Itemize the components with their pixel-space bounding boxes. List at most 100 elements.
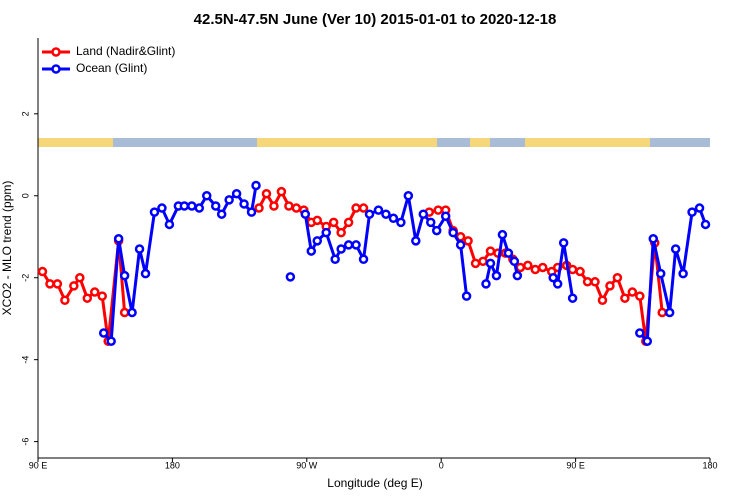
data-point bbox=[648, 234, 659, 244]
legend-marker bbox=[51, 47, 61, 57]
data-point bbox=[664, 307, 675, 318]
data-point bbox=[440, 211, 451, 221]
data-point bbox=[134, 244, 145, 254]
mask-land bbox=[257, 138, 437, 147]
data-point bbox=[69, 281, 79, 291]
data-point bbox=[515, 262, 526, 273]
data-point bbox=[119, 307, 130, 318]
legend-label: Ocean (Glint) bbox=[76, 61, 147, 75]
data-point bbox=[590, 277, 600, 287]
data-point bbox=[187, 201, 197, 211]
data-point bbox=[224, 195, 234, 205]
data-point bbox=[127, 307, 137, 318]
data-point bbox=[552, 279, 563, 289]
data-point bbox=[620, 293, 630, 303]
data-point bbox=[655, 268, 666, 279]
data-point bbox=[113, 234, 124, 244]
y-tick-label: -6 bbox=[20, 438, 30, 446]
data-point bbox=[216, 209, 227, 219]
chart-title: 42.5N-47.5N June (Ver 10) 2015-01-01 to … bbox=[194, 11, 557, 28]
data-point bbox=[396, 217, 406, 228]
x-tick-label: 90 E bbox=[29, 460, 48, 470]
data-point bbox=[530, 264, 541, 275]
data-point bbox=[485, 246, 496, 256]
data-point bbox=[403, 191, 414, 201]
x-tick-label: 180 bbox=[165, 460, 180, 470]
data-point bbox=[558, 238, 569, 248]
data-point bbox=[381, 209, 391, 219]
data-point bbox=[575, 266, 585, 277]
data-point bbox=[463, 236, 473, 246]
data-point bbox=[82, 293, 93, 303]
data-point bbox=[336, 244, 346, 254]
data-point bbox=[470, 258, 481, 269]
data-point bbox=[254, 203, 264, 213]
data-point bbox=[448, 227, 458, 238]
data-point bbox=[343, 217, 354, 228]
data-point bbox=[503, 248, 514, 258]
data-point bbox=[343, 240, 354, 250]
data-point bbox=[657, 307, 667, 318]
data-point bbox=[98, 328, 109, 338]
data-point bbox=[627, 287, 638, 297]
data-point bbox=[567, 293, 578, 303]
data-point bbox=[605, 281, 615, 291]
data-point bbox=[687, 207, 697, 217]
data-point bbox=[433, 205, 443, 215]
data-point bbox=[497, 229, 508, 240]
data-point bbox=[491, 270, 502, 281]
data-point bbox=[246, 207, 257, 217]
x-tick-label: 180 bbox=[702, 460, 717, 470]
data-point bbox=[306, 246, 317, 256]
data-point bbox=[461, 291, 472, 301]
data-point bbox=[312, 215, 323, 226]
data-point bbox=[642, 336, 653, 346]
data-point bbox=[251, 180, 261, 191]
data-point bbox=[694, 203, 705, 213]
data-point bbox=[373, 205, 384, 215]
data-point bbox=[358, 254, 369, 265]
data-point bbox=[261, 188, 272, 199]
y-tick-label: -4 bbox=[20, 356, 30, 364]
data-point bbox=[358, 203, 369, 213]
data-point bbox=[635, 328, 645, 338]
data-point bbox=[52, 279, 63, 289]
data-point bbox=[512, 270, 523, 281]
data-point bbox=[89, 287, 100, 297]
x-tick-label: 90 W bbox=[296, 460, 318, 470]
x-axis-label: Longitude (deg E) bbox=[327, 476, 422, 490]
data-point bbox=[239, 199, 249, 209]
data-point bbox=[149, 207, 160, 217]
data-point bbox=[509, 256, 520, 267]
data-point bbox=[523, 260, 533, 271]
data-point bbox=[431, 225, 442, 236]
data-point bbox=[37, 266, 48, 277]
data-point bbox=[140, 268, 151, 279]
y-tick-label: 0 bbox=[20, 193, 30, 198]
data-point bbox=[336, 227, 346, 238]
data-point bbox=[157, 203, 167, 213]
data-point bbox=[635, 291, 645, 301]
data-point bbox=[418, 209, 429, 219]
legend-label: Land (Nadir&Glint) bbox=[76, 44, 175, 58]
mask-land bbox=[525, 138, 650, 147]
data-point bbox=[106, 336, 116, 346]
data-point bbox=[75, 272, 85, 283]
data-point bbox=[567, 264, 578, 275]
data-point bbox=[97, 291, 107, 301]
data-point bbox=[45, 279, 55, 289]
data-point bbox=[210, 201, 221, 211]
data-point bbox=[60, 295, 70, 305]
data-point bbox=[612, 272, 623, 283]
x-tick-label: 90 E bbox=[566, 460, 585, 470]
data-point bbox=[455, 240, 466, 250]
mask-land bbox=[38, 138, 113, 147]
data-point bbox=[291, 203, 302, 213]
data-point bbox=[478, 256, 488, 267]
y-tick-label: 2 bbox=[20, 111, 30, 116]
data-point bbox=[597, 295, 608, 305]
data-point bbox=[312, 236, 323, 246]
data-point bbox=[119, 270, 130, 281]
data-point bbox=[231, 188, 242, 199]
